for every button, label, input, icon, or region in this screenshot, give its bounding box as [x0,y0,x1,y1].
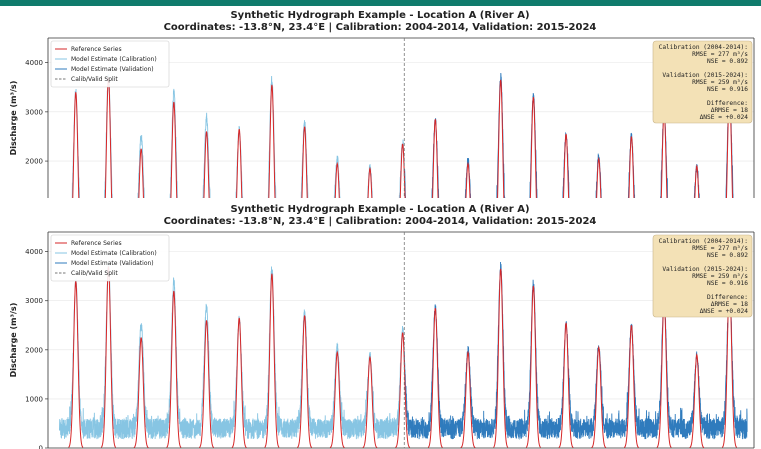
y-tick-label: 4000 [25,59,43,67]
y-axis-label: Discharge (m³/s) [9,81,18,156]
legend-label: Model Estimate (Validation) [71,260,154,267]
legend-label: Model Estimate (Calibration) [71,56,157,63]
y-tick-label: 0 [39,445,43,449]
y-tick-label: 2000 [25,158,43,166]
series-line-reference [264,273,280,448]
series-line-reference [231,317,247,448]
series-line-reference [591,345,607,448]
series-line-reference [465,161,471,198]
y-axis-label: Discharge (m³/s) [9,303,18,378]
stats-line: RMSE = 277 m³/s [692,51,748,58]
series-line-reference [525,285,541,448]
stats-line: Calibration (2004-2014): [659,44,748,51]
legend-label: Calib/Valid Split [71,76,118,83]
series-line-reference [558,322,574,448]
stats-line: ΔRMSE = 18 [711,107,749,114]
series-line-reference [694,164,700,198]
series-line-reference [623,325,639,448]
series-line-reference [596,156,602,198]
stats-line: Calibration (2004-2014): [659,238,748,245]
legend-label: Calib/Valid Split [71,270,118,277]
series-line-reference [395,332,411,448]
legend-box [50,40,170,88]
series-line-reference [628,136,635,198]
series-line-reference [166,290,182,448]
series-line-reference [689,353,705,448]
series-group [58,261,748,448]
series-line-reference [138,148,144,198]
hydrograph-chart-bottom: Synthetic Hydrograph Example - Location … [9,204,755,449]
series-line-reference [104,77,113,198]
series-line-reference [268,84,276,198]
stats-group: Calibration (2004-2014):RMSE = 277 m³/sN… [652,40,753,124]
hydrograph-panel-bottom: Synthetic Hydrograph Example - Location … [0,200,761,449]
stats-line: NSE = 0.892 [707,252,748,259]
chart-title: Synthetic Hydrograph Example - Location … [230,204,529,215]
stats-line: Validation (2015-2024): [662,266,748,273]
series-line-reference [460,350,476,448]
legend-label: Reference Series [71,240,122,247]
y-tick-label: 3000 [25,108,43,116]
y-tick-label: 4000 [25,248,43,256]
y-tick-label: 2000 [25,346,43,354]
stats-line: Validation (2015-2024): [662,72,748,79]
stats-line: ΔRMSE = 18 [711,301,749,308]
stats-line: NSE = 0.916 [707,280,748,287]
stats-line: RMSE = 259 m³/s [692,79,748,86]
series-line-validation [403,262,748,441]
series-line-reference [427,307,443,448]
series-line-reference [297,315,313,448]
stats-line: RMSE = 277 m³/s [692,245,748,252]
series-line-reference [529,96,537,198]
hydrograph-panel-top: Synthetic Hydrograph Example - Location … [0,6,761,198]
stats-box [652,40,753,124]
stats-line: NSE = 0.916 [707,86,748,93]
series-line-reference [497,79,505,198]
legend-group: Reference Series Model Estimate (Calibrat… [50,40,170,88]
series-line-reference [432,119,439,198]
chart-title: Synthetic Hydrograph Example - Location … [230,10,529,21]
series-line-reference [199,320,215,448]
series-line-reference [660,111,668,198]
series-line-reference [362,355,378,448]
chart-subtitle: Coordinates: -13.8°N, 23.4°E | Calibrati… [164,22,597,33]
stats-line: NSE = 0.892 [707,58,748,65]
series-line-reference [493,268,509,448]
stats-group: Calibration (2004-2014):RMSE = 277 m³/sN… [652,234,753,318]
legend-group: Reference Series Model Estimate (Calibrat… [50,234,170,282]
hydrograph-chart-top: Synthetic Hydrograph Example - Location … [9,10,755,198]
series-line-reference [72,92,80,198]
y-tick-label: 1000 [25,395,43,403]
series-line-reference [329,350,345,448]
series-line-reference [399,143,406,198]
series-line-reference [170,101,178,198]
series-line-reference [563,133,570,198]
series-line-reference [203,131,210,198]
series-line-reference [236,128,243,198]
legend-label: Model Estimate (Calibration) [71,250,157,257]
stats-box [652,234,753,318]
stats-line: Difference: [707,100,748,107]
stats-line: ΔNSE = +0.024 [700,308,749,315]
stats-line: ΔNSE = +0.024 [700,114,749,121]
y-tick-label: 3000 [25,297,43,305]
series-line-reference [334,161,340,198]
series-line-reference [367,166,373,198]
legend-label: Model Estimate (Validation) [71,66,154,73]
stats-line: Difference: [707,294,748,301]
legend-box [50,234,170,282]
series-line-reference [301,126,308,198]
series-line-reference [133,337,149,448]
series-group [71,73,734,198]
legend-label: Reference Series [71,46,122,53]
window-top-bar [0,0,761,6]
series-line-calibration [58,261,405,440]
stats-line: RMSE = 259 m³/s [692,273,748,280]
chart-subtitle: Coordinates: -13.8°N, 23.4°E | Calibrati… [164,216,597,227]
